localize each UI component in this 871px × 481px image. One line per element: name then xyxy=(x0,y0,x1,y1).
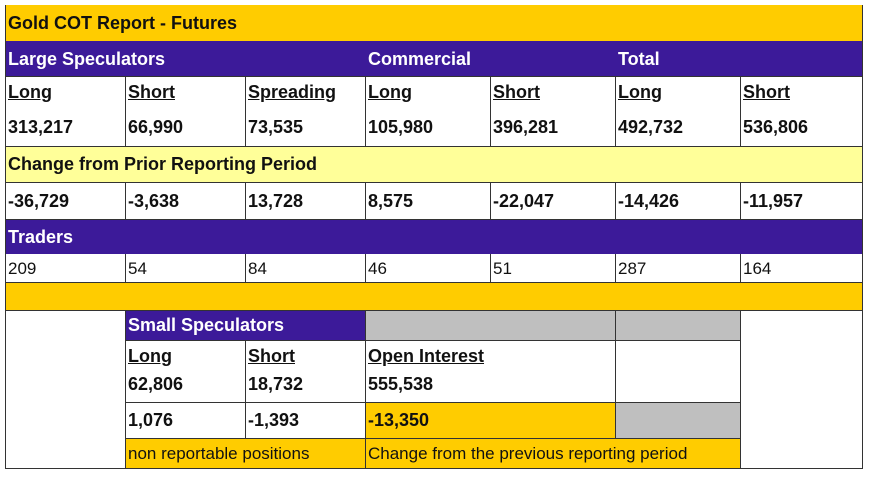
col-commercial-short: Short xyxy=(493,82,540,102)
group-total: Total xyxy=(618,48,660,69)
small-spec-note: non reportable positions xyxy=(125,438,365,468)
traders-large-short: 54 xyxy=(128,258,147,278)
grid-line xyxy=(125,182,126,219)
change-large-long: -36,729 xyxy=(8,190,70,211)
position-commercial-long: 105,980 xyxy=(368,117,434,137)
grid-line xyxy=(245,182,246,219)
grid-line xyxy=(365,310,366,468)
col-total-long: Long xyxy=(618,82,662,102)
traders-commercial-short: 51 xyxy=(493,258,512,278)
grid-line xyxy=(5,219,863,220)
small-spec-long-change: 1,076 xyxy=(128,410,174,430)
grid-line xyxy=(490,254,491,282)
grid-line xyxy=(245,340,246,438)
grid-line xyxy=(740,76,741,146)
grid-line xyxy=(862,5,863,469)
grid-line xyxy=(125,340,740,341)
traders-commercial-long: 46 xyxy=(368,258,387,278)
small-spec-short-value: 18,732 xyxy=(248,374,304,394)
position-large-long: 313,217 xyxy=(8,117,74,137)
grid-line xyxy=(5,76,863,77)
grid-line xyxy=(5,146,863,147)
grid-line xyxy=(5,310,863,311)
grid-line xyxy=(740,182,741,219)
open-interest-value: 555,538 xyxy=(368,374,434,394)
col-large-long: Long xyxy=(8,82,52,102)
traders-large-spreading: 84 xyxy=(248,258,267,278)
grid-line xyxy=(365,254,366,282)
report-title: Gold COT Report - Futures xyxy=(5,5,863,41)
grid-line xyxy=(615,76,616,146)
col-commercial-long: Long xyxy=(368,82,412,102)
grid-line xyxy=(5,468,863,469)
group-large-speculators: Large Speculators xyxy=(8,48,166,69)
grid-line xyxy=(365,182,366,219)
grid-line xyxy=(5,182,863,183)
open-interest-change: -13,350 xyxy=(365,402,615,438)
change-large-spreading: 13,728 xyxy=(248,190,304,211)
position-large-spreading: 73,535 xyxy=(248,117,304,137)
position-commercial-short: 396,281 xyxy=(493,117,559,137)
group-header-bar xyxy=(5,41,863,76)
grid-line xyxy=(125,254,126,282)
change-header: Change from Prior Reporting Period xyxy=(5,146,863,182)
grid-line xyxy=(5,282,863,283)
grey-fill-open-interest-header xyxy=(365,310,615,340)
grid-line xyxy=(245,254,246,282)
grid-line xyxy=(740,310,741,468)
grid-line xyxy=(125,402,740,403)
grid-line xyxy=(490,76,491,146)
grid-line xyxy=(5,5,6,469)
change-total-long: -14,426 xyxy=(618,190,680,211)
small-speculators-header: Small Speculators xyxy=(125,310,365,340)
grey-fill-total-header xyxy=(615,310,740,340)
position-total-long: 492,732 xyxy=(618,117,684,137)
grid-line xyxy=(125,76,126,146)
grid-line xyxy=(365,76,366,146)
col-total-short: Short xyxy=(743,82,790,102)
col-large-short: Short xyxy=(128,82,175,102)
small-spec-short-change: -1,393 xyxy=(248,410,300,430)
grid-line xyxy=(125,438,740,439)
change-commercial-long: 8,575 xyxy=(368,190,414,211)
grid-line xyxy=(245,76,246,146)
traders-total-long: 287 xyxy=(618,258,647,278)
open-interest-label: Open Interest xyxy=(368,346,485,366)
position-total-short: 536,806 xyxy=(743,117,809,137)
grid-line xyxy=(490,182,491,219)
col-large-spreading: Spreading xyxy=(248,82,337,102)
grey-fill-total-change xyxy=(615,402,740,438)
change-large-short: -3,638 xyxy=(128,190,180,211)
position-large-short: 66,990 xyxy=(128,117,184,137)
open-interest-note: Change from the previous reporting perio… xyxy=(365,438,740,468)
grid-line xyxy=(615,254,616,282)
traders-total-short: 164 xyxy=(743,258,772,278)
grid-line xyxy=(615,182,616,219)
grid-line xyxy=(125,310,126,468)
small-spec-long-value: 62,806 xyxy=(128,374,184,394)
group-commercial: Commercial xyxy=(368,48,472,69)
grid-line xyxy=(615,310,616,438)
traders-header: Traders xyxy=(5,219,863,254)
small-spec-long-label: Long xyxy=(128,346,172,366)
change-total-short: -11,957 xyxy=(743,190,804,211)
change-commercial-short: -22,047 xyxy=(493,190,555,211)
small-spec-short-label: Short xyxy=(248,346,295,366)
grid-line xyxy=(740,254,741,282)
traders-large-long: 209 xyxy=(8,258,37,278)
spacer-bar xyxy=(5,282,863,310)
